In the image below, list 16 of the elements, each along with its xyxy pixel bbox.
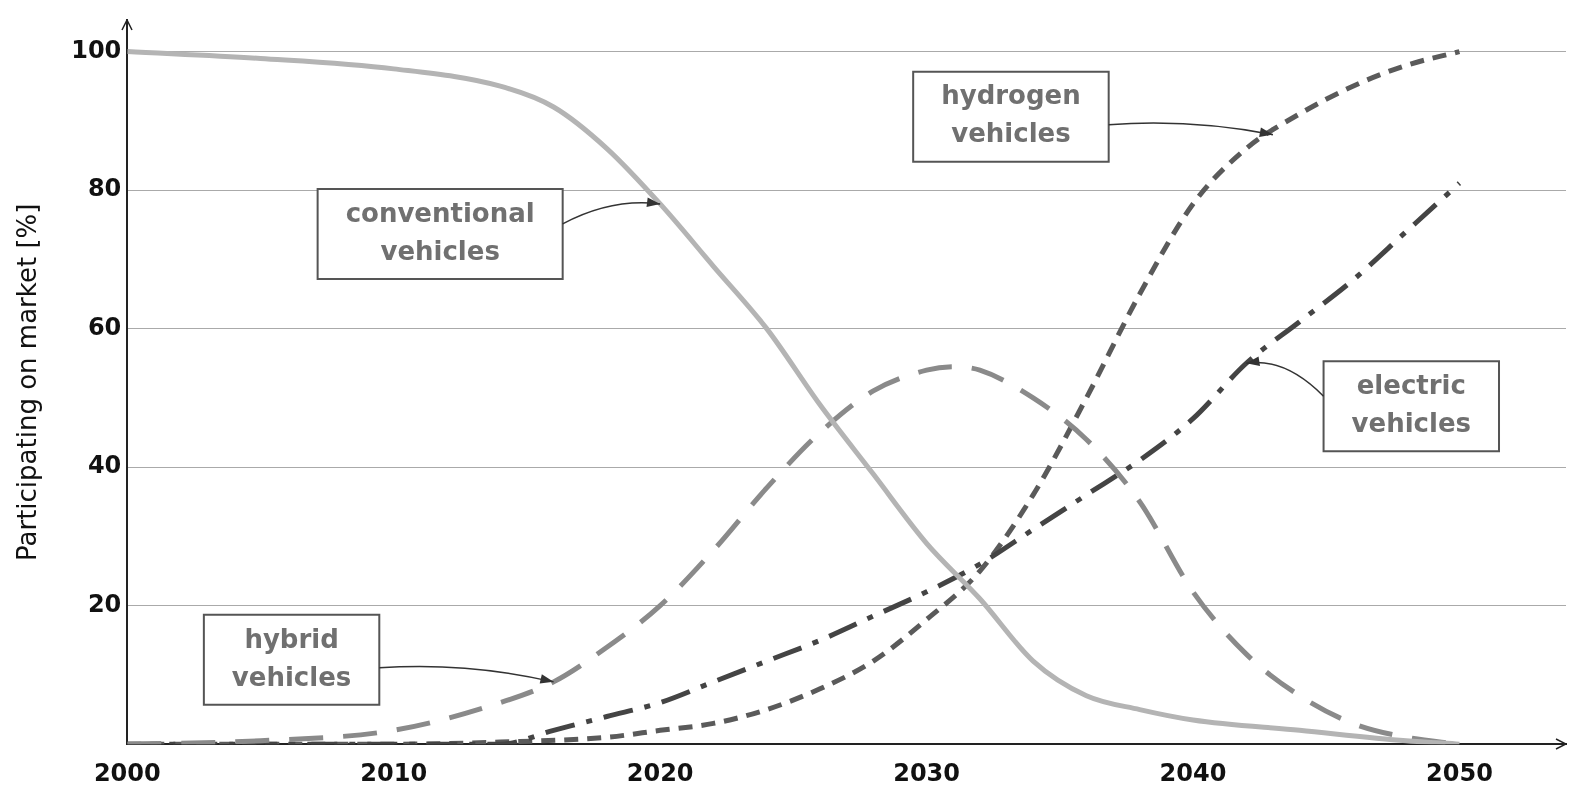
x-tick-label: 2030 [893,758,960,787]
annotation: electric vehicles [1351,370,1472,438]
y-tick-label: 80 [87,174,122,203]
y-tick-label: 40 [87,451,122,480]
x-tick-label: 2000 [93,758,161,787]
x-tick-label: 2040 [1159,758,1227,787]
y-tick-label: 100 [71,35,122,64]
annotation: hybrid vehicles [231,623,352,692]
annotation: hydrogen vehicles [941,80,1081,149]
annotation: conventional vehicles [345,197,535,266]
y-axis-title: Participating on market [%] [12,203,43,561]
y-tick-label: 20 [87,589,122,618]
x-tick-label: 2020 [626,758,694,787]
x-tick-label: 2010 [360,758,428,787]
y-tick-label: 60 [87,312,122,341]
x-tick-label: 2050 [1426,758,1493,787]
